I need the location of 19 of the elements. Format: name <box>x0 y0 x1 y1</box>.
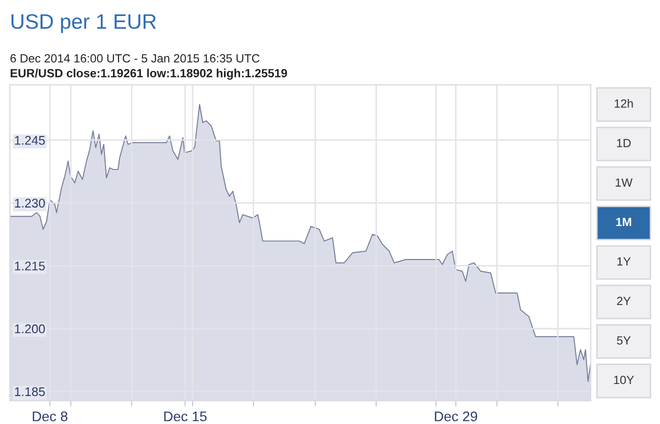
y-tick-label: 1.200 <box>15 324 45 334</box>
text: 5Y <box>616 336 631 345</box>
x-tick-label: Dec 29 <box>434 411 478 422</box>
text: 1W <box>616 178 633 187</box>
text: 12h <box>614 99 633 108</box>
text: 2Y <box>617 296 631 306</box>
y-tick-label: 1.215 <box>15 262 45 270</box>
text: 1M <box>616 218 632 226</box>
y-tick-label: 1.185 <box>15 387 45 396</box>
y-tick-label: 1.245 <box>15 136 45 145</box>
y-tick-label: 1.230 <box>15 198 45 208</box>
text: EUR/USD close:1.19261 low:1.18902 high:1.25519 <box>10 68 288 80</box>
x-tick-label: Dec 8 <box>32 411 68 422</box>
chart-title: USD per 1 EUR <box>12 14 156 34</box>
text: 1D <box>617 138 631 148</box>
text: 10Y <box>614 376 634 384</box>
text: 1Y <box>617 257 631 266</box>
chart-subtitle: 6 Dec 2014 16:00 UTC - 5 Jan 2015 16:35 UTC <box>10 54 260 63</box>
x-tick-label: Dec 15 <box>164 412 207 422</box>
